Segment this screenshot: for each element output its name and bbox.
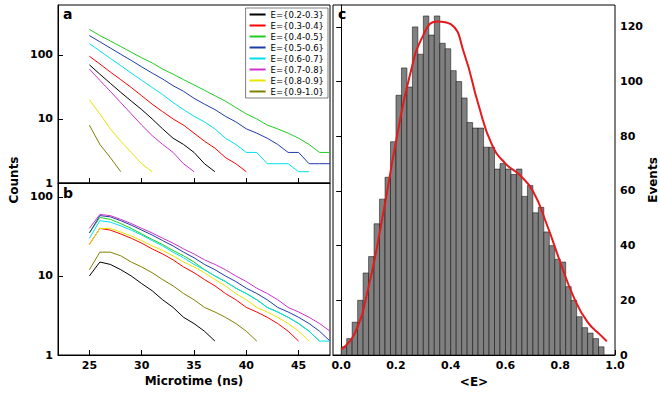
svg-text:Microtime (ns): Microtime (ns) <box>145 374 244 388</box>
svg-text:20: 20 <box>620 294 636 307</box>
svg-text:<E>: <E> <box>460 375 488 389</box>
svg-text:0.8: 0.8 <box>550 359 570 372</box>
svg-text:100: 100 <box>30 190 53 203</box>
svg-text:c: c <box>338 6 346 22</box>
svg-text:25: 25 <box>82 359 97 372</box>
svg-text:Counts: Counts <box>7 156 21 203</box>
svg-text:40: 40 <box>239 359 255 372</box>
svg-text:0.2: 0.2 <box>386 359 406 372</box>
svg-text:E={0.6-0.7}: E={0.6-0.7} <box>271 54 324 64</box>
svg-text:40: 40 <box>620 239 636 252</box>
svg-text:E={0.8-0.9}: E={0.8-0.9} <box>271 76 324 86</box>
svg-text:1: 1 <box>45 177 53 190</box>
svg-text:35: 35 <box>186 359 201 372</box>
svg-text:1: 1 <box>45 349 53 362</box>
svg-text:30: 30 <box>134 359 150 372</box>
svg-text:E={0.7-0.8}: E={0.7-0.8} <box>271 65 324 75</box>
svg-text:a: a <box>63 6 72 22</box>
svg-text:E={0.5-0.6}: E={0.5-0.6} <box>271 43 324 53</box>
svg-text:0: 0 <box>620 348 628 362</box>
svg-text:E={0.4-0.5}: E={0.4-0.5} <box>271 32 324 42</box>
svg-text:0.4: 0.4 <box>441 359 461 372</box>
svg-text:120: 120 <box>620 20 643 33</box>
svg-text:E={0.2-0.3}: E={0.2-0.3} <box>271 10 324 20</box>
svg-text:100: 100 <box>30 48 53 61</box>
svg-text:10: 10 <box>38 112 54 125</box>
svg-text:100: 100 <box>620 75 643 88</box>
svg-text:E={0.3-0.4}: E={0.3-0.4} <box>271 21 324 31</box>
svg-text:60: 60 <box>620 184 636 197</box>
svg-text:1.0: 1.0 <box>605 359 625 372</box>
svg-text:45: 45 <box>291 359 306 372</box>
svg-text:b: b <box>63 185 73 201</box>
svg-text:10: 10 <box>38 269 54 282</box>
svg-text:Events: Events <box>646 157 660 203</box>
svg-text:E={0.9-1.0}: E={0.9-1.0} <box>271 87 324 97</box>
svg-text:80: 80 <box>620 130 636 143</box>
svg-text:0.6: 0.6 <box>496 359 516 372</box>
svg-text:0.0: 0.0 <box>331 359 351 372</box>
